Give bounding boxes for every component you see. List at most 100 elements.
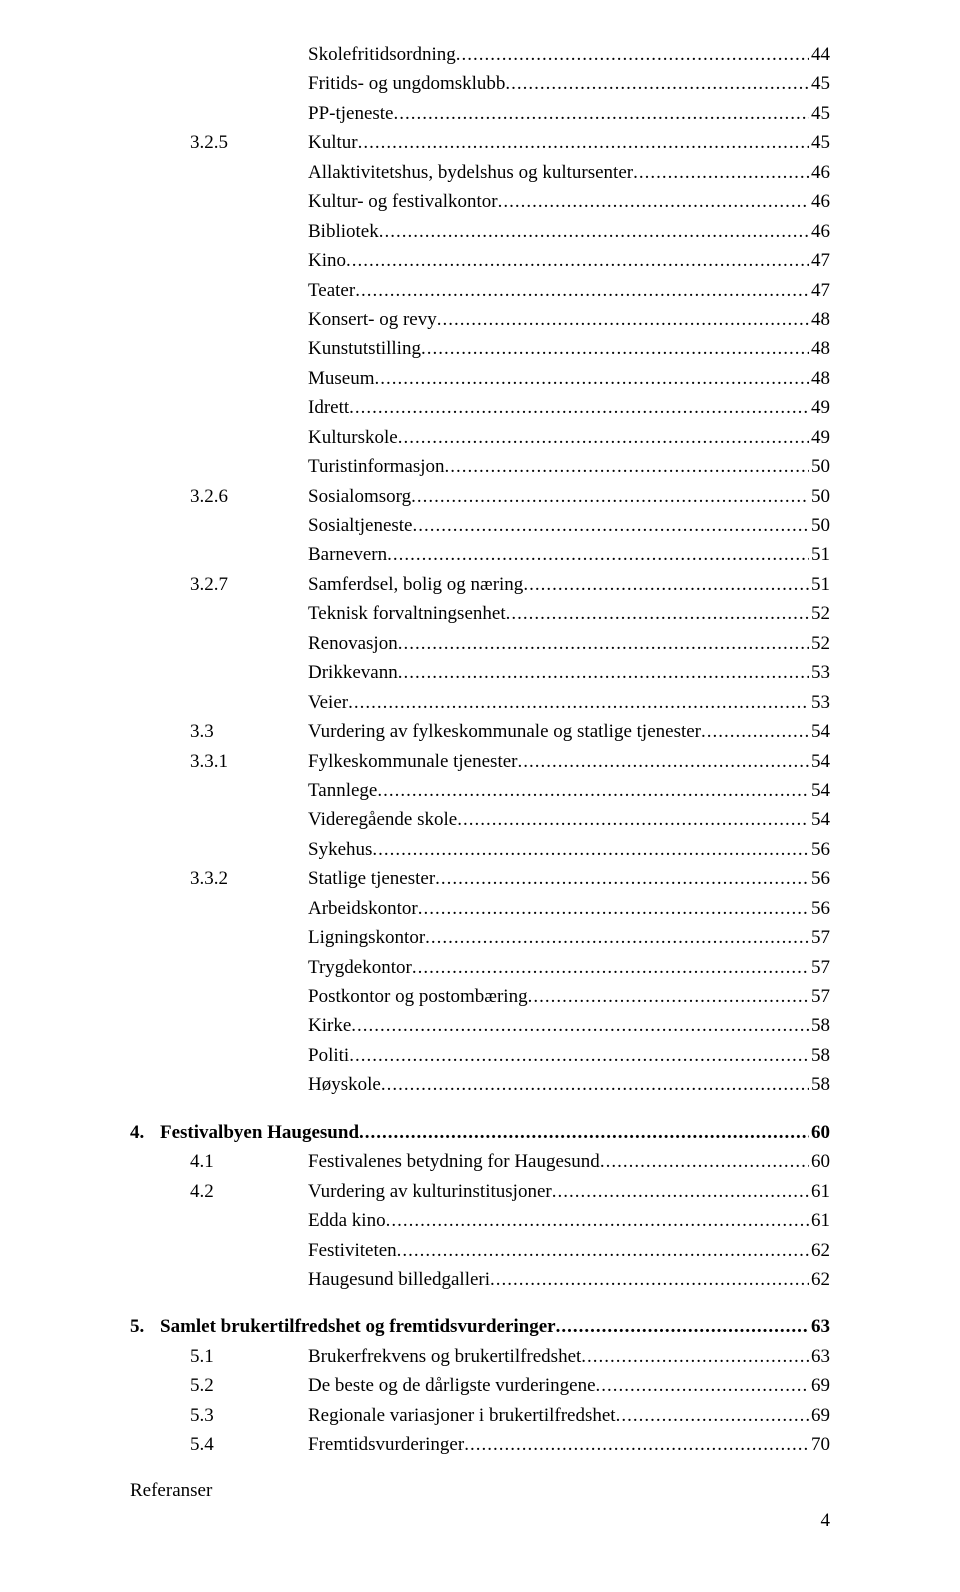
toc-entry: Sykehus56 (130, 835, 830, 864)
toc-entry: 4.Festivalbyen Haugesund60 (130, 1118, 830, 1147)
toc-leader (348, 688, 809, 717)
toc-entry: Turistinformasjon 50 (130, 452, 830, 481)
toc-entry-page: 60 (809, 1147, 830, 1176)
toc-entry-page: 62 (809, 1236, 830, 1265)
toc-entry-page: 51 (809, 540, 830, 569)
toc-entry-page: 56 (809, 835, 830, 864)
toc-leader (386, 1206, 809, 1235)
toc-entry-number: 5.3 (190, 1401, 308, 1430)
toc-leader (358, 128, 809, 157)
toc-entry-page: 46 (809, 158, 830, 187)
toc-entry-label: Festivalenes betydning for Haugesund (308, 1147, 600, 1176)
toc-entry-label: Politi (308, 1041, 349, 1070)
toc-entry-page: 54 (809, 805, 830, 834)
toc-entry-label: Turistinformasjon (308, 452, 445, 481)
toc-entry-page: 50 (809, 452, 830, 481)
toc-entry: Kino47 (130, 246, 830, 275)
toc-entry-page: 62 (809, 1265, 830, 1294)
toc-entry-number: 4.2 (190, 1177, 308, 1206)
toc-leader (346, 246, 809, 275)
toc-leader (351, 1011, 809, 1040)
toc-leader (596, 1371, 809, 1400)
toc-entry-label: Konsert- og revy (308, 305, 437, 334)
toc-leader (701, 717, 809, 746)
toc-entry-label: Kultur- og festivalkontor (308, 187, 498, 216)
toc-leader (464, 1430, 809, 1459)
toc-entry: 3.2.5Kultur45 (130, 128, 830, 157)
toc-entry: 3.3.1Fylkeskommunale tjenester54 (130, 747, 830, 776)
toc-entry: Arbeidskontor56 (130, 894, 830, 923)
toc-entry: Fritids- og ungdomsklubb 45 (130, 69, 830, 98)
toc-entry-page: 45 (809, 99, 830, 128)
toc-leader (349, 1041, 809, 1070)
toc-entry-number: 5. (130, 1312, 160, 1341)
toc-entry-page: 52 (809, 599, 830, 628)
toc-leader (517, 747, 809, 776)
toc-leader (411, 482, 809, 511)
toc-entry: Sosialtjeneste50 (130, 511, 830, 540)
toc-entry-label: Fritids- og ungdomsklubb (308, 69, 505, 98)
toc-entry-page: 70 (809, 1430, 830, 1459)
toc-leader (435, 864, 809, 893)
toc-entry: Edda kino61 (130, 1206, 830, 1235)
toc-entry-page: 51 (809, 570, 830, 599)
toc-entry-label: Postkontor og postombæring (308, 982, 528, 1011)
toc-entry-page: 46 (809, 217, 830, 246)
toc-entry-label: Vurdering av fylkeskommunale og statlige… (308, 717, 701, 746)
toc-leader (490, 1265, 809, 1294)
toc-entry-label: Fremtidsvurderinger (308, 1430, 464, 1459)
toc-leader (397, 1236, 809, 1265)
toc-leader (398, 423, 809, 452)
toc-leader (581, 1342, 809, 1371)
toc-entry: Bibliotek46 (130, 217, 830, 246)
toc-entry: Kulturskole 49 (130, 423, 830, 452)
toc-leader (379, 217, 809, 246)
toc-entry: 3.2.6Sosialomsorg50 (130, 482, 830, 511)
toc-leader (381, 1070, 809, 1099)
toc-entry-page: 48 (809, 364, 830, 393)
toc-leader (523, 570, 809, 599)
toc-entry-label: Samlet brukertilfredshet og fremtidsvurd… (160, 1312, 556, 1341)
toc-entry-page: 69 (809, 1401, 830, 1430)
toc-entry: 5.4Fremtidsvurderinger70 (130, 1430, 830, 1459)
toc-leader (498, 187, 809, 216)
references-label: Referanser (130, 1480, 830, 1502)
toc-entry-page: 54 (809, 717, 830, 746)
toc-entry-label: Kirke (308, 1011, 351, 1040)
toc-entry-page: 46 (809, 187, 830, 216)
toc-entry-page: 49 (809, 423, 830, 452)
page-number: 4 (130, 1510, 830, 1532)
toc-entry: Renovasjon52 (130, 629, 830, 658)
toc-entry-number: 4. (130, 1118, 160, 1147)
toc-entry-page: 52 (809, 629, 830, 658)
toc-entry-label: Veier (308, 688, 348, 717)
toc-leader (505, 69, 809, 98)
toc-entry-number: 3.2.5 (190, 128, 308, 157)
toc-entry: Allaktivitetshus, bydelshus og kultursen… (130, 158, 830, 187)
toc-entry-label: Videregående skole (308, 805, 457, 834)
toc-entry-label: De beste og de dårligste vurderingene (308, 1371, 596, 1400)
toc-entry: 3.3.2Statlige tjenester56 (130, 864, 830, 893)
toc-entry-page: 60 (809, 1118, 830, 1147)
toc-leader (359, 1118, 809, 1147)
toc-leader (421, 334, 809, 363)
toc-entry: Trygdekontor57 (130, 953, 830, 982)
toc-entry-page: 57 (809, 923, 830, 952)
toc-entry-page: 45 (809, 128, 830, 157)
toc-entry-page: 44 (809, 40, 830, 69)
toc-entry-label: Kulturskole (308, 423, 398, 452)
toc-leader (600, 1147, 809, 1176)
toc-entry-label: Arbeidskontor (308, 894, 418, 923)
toc-entry-page: 58 (809, 1070, 830, 1099)
toc-entry: 3.2.7Samferdsel, bolig og næring51 (130, 570, 830, 599)
toc-entry-label: Allaktivitetshus, bydelshus og kultursen… (308, 158, 633, 187)
toc-leader (412, 953, 809, 982)
toc-entry-page: 48 (809, 334, 830, 363)
toc-entry: Høyskole58 (130, 1070, 830, 1099)
toc-entry: Kultur- og festivalkontor 46 (130, 187, 830, 216)
toc-leader (398, 658, 809, 687)
toc-leader (556, 1312, 809, 1341)
toc-entry-page: 45 (809, 69, 830, 98)
toc-entry-label: Edda kino (308, 1206, 386, 1235)
toc-entry: 4.1Festivalenes betydning for Haugesund6… (130, 1147, 830, 1176)
